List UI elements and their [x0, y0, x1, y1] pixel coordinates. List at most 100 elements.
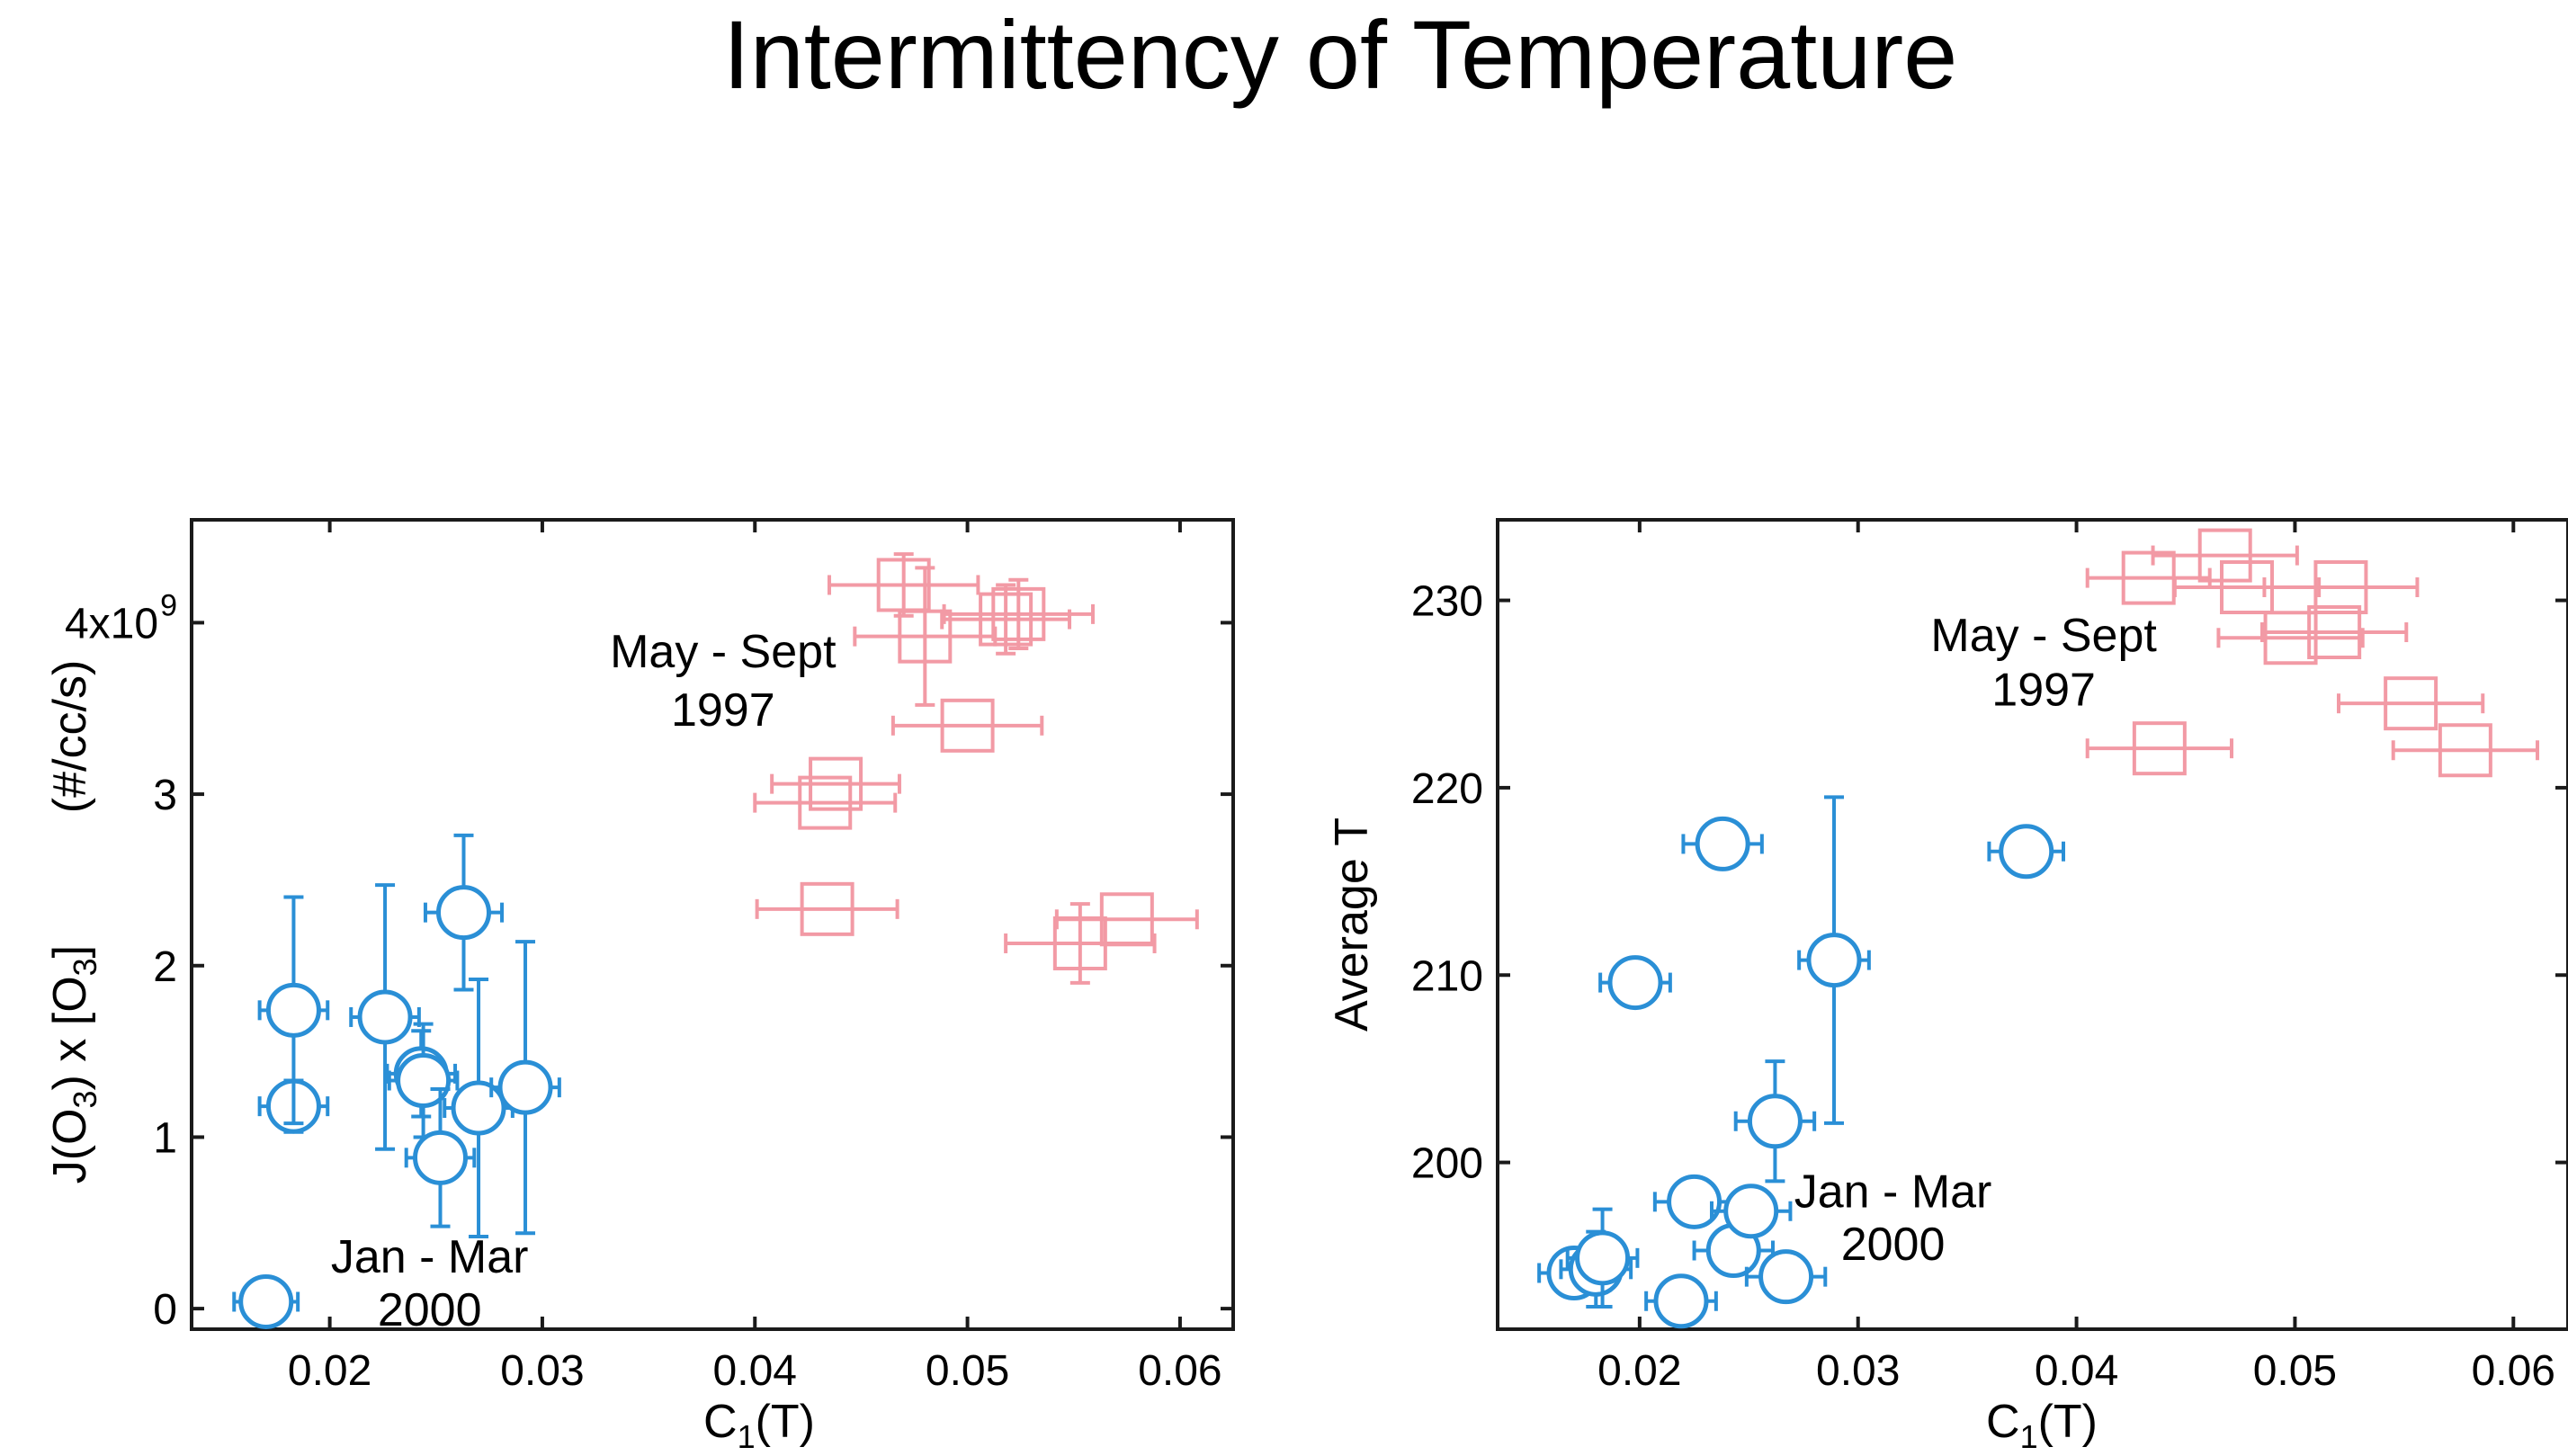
- annotation-text: Jan - Mar: [331, 1231, 529, 1283]
- data-point-circle: [443, 978, 514, 1239]
- plot-frame-left: [190, 518, 1235, 1331]
- data-point-square: [1054, 892, 1199, 947]
- x-tick-label: 0.06: [2472, 1347, 2555, 1395]
- annotation-text: May - Sept: [610, 626, 837, 678]
- x-tick-label: 0.02: [1597, 1347, 1681, 1395]
- y-tick-label: 1: [153, 1114, 177, 1162]
- square-marker: [991, 586, 1046, 641]
- data-point-square: [2151, 528, 2299, 583]
- y-tick-label: 3: [153, 772, 177, 819]
- page-title: Intermittency of Temperature: [723, 0, 1958, 109]
- x-tick-label: 0.06: [1138, 1347, 1221, 1395]
- data-point-square: [2085, 721, 2233, 776]
- x-tick-label: 0.04: [2035, 1347, 2118, 1395]
- data-point-square: [2262, 560, 2420, 614]
- y-tick-label: 220: [1411, 765, 1483, 813]
- annotation-text: Jan - Mar: [1794, 1166, 1992, 1219]
- annotation-text: 2000: [378, 1284, 482, 1336]
- data-point-circle: [349, 883, 421, 1151]
- data-point-circle: [1744, 1249, 1828, 1305]
- tick-group-right: [1498, 520, 2568, 1329]
- data-point-square: [2085, 550, 2212, 605]
- y-tick-label: 2: [153, 943, 177, 991]
- circle-marker: [1723, 1184, 1779, 1239]
- labels-group-right: 0.02 0.03 0.04 0.05 0.06 200 210 220 230 C1(T) Ave…: [1326, 578, 2555, 1455]
- y-tick-label: 210: [1411, 952, 1483, 1000]
- circle-marker: [1695, 816, 1750, 871]
- circle-marker: [396, 1053, 452, 1109]
- circle-marker: [357, 989, 413, 1045]
- square-marker: [2438, 723, 2492, 778]
- square-marker: [1099, 892, 1154, 947]
- circle-marker: [1806, 933, 1862, 988]
- circle-marker: [435, 885, 491, 941]
- data-point-square: [2260, 605, 2409, 659]
- square-marker: [798, 775, 853, 830]
- x-tick-label: 0.05: [926, 1347, 1009, 1395]
- circle-marker: [1607, 955, 1663, 1011]
- circle-marker: [1653, 1273, 1709, 1329]
- circle-marker: [497, 1059, 553, 1115]
- panel-left: 0.02 0.03 0.04 0.05 0.06 0 1 2 3 4x10 9 C1(T) J(O3) …: [44, 518, 1235, 1455]
- plot-frame-right: [1496, 518, 2568, 1331]
- x-tick-label: 0.02: [288, 1347, 371, 1395]
- data-point-circle: [1598, 955, 1672, 1011]
- circle-marker: [1667, 1174, 1722, 1229]
- x-axis-label: C1(T): [703, 1396, 815, 1455]
- circle-marker: [1758, 1249, 1814, 1305]
- data-point-square: [942, 577, 1096, 651]
- data-point-circle: [489, 940, 561, 1236]
- data-point-circle: [404, 1087, 477, 1228]
- data-point-square: [2337, 676, 2485, 731]
- x-tick-label: 0.04: [713, 1347, 797, 1395]
- square-marker: [2313, 560, 2368, 614]
- circle-marker: [1575, 1230, 1631, 1286]
- data-point-square: [827, 552, 980, 618]
- panel-right: 0.02 0.03 0.04 0.05 0.06 200 210 220 230 C1(T) Ave…: [1326, 518, 2568, 1455]
- square-marker: [940, 698, 995, 753]
- marks-group-right: [1537, 528, 2539, 1329]
- y-tick-label: 0: [153, 1286, 177, 1334]
- data-point-square: [940, 583, 1072, 656]
- x-tick-label: 0.03: [1816, 1347, 1900, 1395]
- x-tick-label: 0.05: [2253, 1347, 2337, 1395]
- square-marker: [2263, 611, 2318, 665]
- square-marker: [2132, 721, 2187, 776]
- square-marker: [2307, 605, 2362, 659]
- data-point-square: [753, 775, 898, 830]
- circle-marker: [1747, 1094, 1803, 1149]
- square-marker: [2384, 676, 2438, 731]
- data-point-circle: [1652, 1174, 1736, 1229]
- annotation-text: May - Sept: [1930, 610, 2157, 662]
- square-marker: [800, 881, 855, 936]
- data-point-circle: [387, 1022, 460, 1139]
- square-marker: [809, 756, 863, 811]
- data-point-circle: [232, 1273, 300, 1329]
- marks-group-left: [232, 552, 1199, 1329]
- annotation-text: 1997: [1991, 664, 2096, 716]
- data-point-circle: [257, 895, 330, 1126]
- square-marker: [898, 609, 953, 664]
- y-tick-label: 4x10: [65, 600, 158, 648]
- data-point-square: [853, 566, 998, 707]
- tick-group-left: [192, 520, 1233, 1329]
- data-point-circle: [1733, 1059, 1817, 1184]
- y-tick-exponent: 9: [160, 588, 177, 622]
- annotation-text: 2000: [1841, 1219, 1946, 1271]
- data-point-square: [755, 881, 899, 936]
- y-axis-label: J(O3) x [O3] (#/cc/s): [44, 660, 103, 1184]
- data-point-square: [2391, 723, 2539, 778]
- square-marker: [2197, 528, 2252, 583]
- data-point-circle: [1797, 795, 1871, 1125]
- labels-group-left: 0.02 0.03 0.04 0.05 0.06 0 1 2 3 4x10 9 C1(T) J(O3) …: [44, 588, 1222, 1455]
- circle-marker: [413, 1130, 469, 1185]
- square-marker: [979, 592, 1033, 647]
- y-axis-label: Average T: [1326, 817, 1378, 1032]
- data-point-circle: [1987, 824, 2065, 880]
- circle-marker: [265, 982, 321, 1038]
- y-tick-label: 200: [1411, 1140, 1483, 1188]
- circle-marker: [1999, 824, 2054, 880]
- data-point-circle: [1710, 1184, 1793, 1239]
- data-point-circle: [1565, 1207, 1640, 1309]
